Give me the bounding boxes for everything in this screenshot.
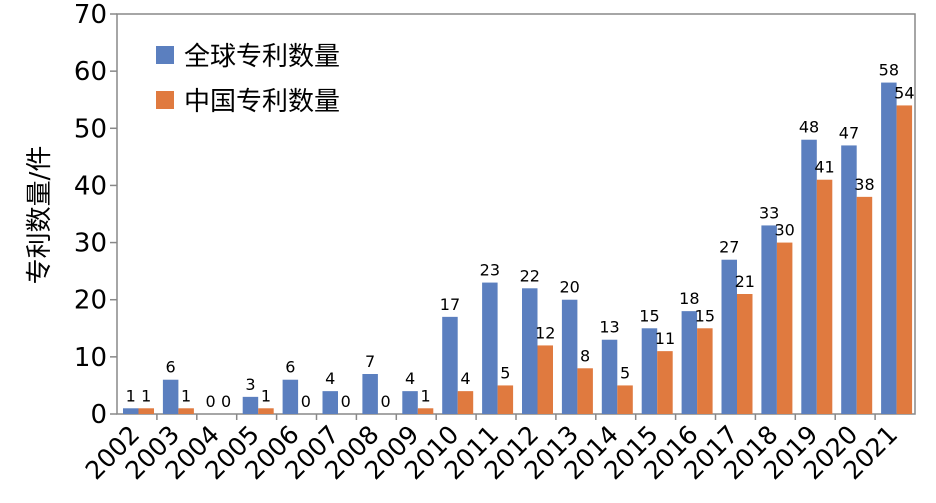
bar-global-2018 <box>761 225 777 414</box>
y-tick-label: 0 <box>90 400 107 430</box>
y-tick-label: 50 <box>74 114 107 144</box>
bar-global-2011 <box>482 282 498 414</box>
data-label: 6 <box>285 358 295 377</box>
bar-china-2016 <box>697 328 713 414</box>
bar-global-2010 <box>442 316 458 414</box>
data-label: 1 <box>181 386 191 405</box>
data-label: 30 <box>774 221 794 240</box>
data-label: 13 <box>599 318 619 337</box>
bar-global-2015 <box>641 328 658 414</box>
y-tick-label: 30 <box>74 229 107 259</box>
bar-china-2010 <box>457 391 474 414</box>
data-label: 58 <box>879 61 899 80</box>
data-label: 17 <box>440 295 460 314</box>
bar-china-2002 <box>138 408 154 414</box>
bar-china-2015 <box>657 351 673 414</box>
bar-global-2009 <box>402 391 418 414</box>
legend-label: 中国专利数量 <box>184 87 340 117</box>
data-label: 4 <box>405 369 415 388</box>
bar-global-2017 <box>721 259 737 414</box>
data-label: 6 <box>166 358 176 377</box>
bar-global-2019 <box>801 139 817 414</box>
data-label: 21 <box>735 272 755 291</box>
y-tick-label: 70 <box>74 0 107 30</box>
data-label: 54 <box>894 83 914 102</box>
data-label: 20 <box>559 278 579 297</box>
bar-global-2005 <box>242 396 259 414</box>
data-label: 48 <box>799 118 819 137</box>
bar-global-2014 <box>601 339 618 414</box>
bar-global-2021 <box>881 82 897 415</box>
bar-china-2014 <box>617 385 633 414</box>
y-tick-label: 60 <box>74 57 107 87</box>
bar-global-2006 <box>282 379 299 414</box>
data-label: 22 <box>520 266 540 285</box>
bar-global-2013 <box>561 299 578 414</box>
data-label: 5 <box>620 363 630 382</box>
y-tick-label: 10 <box>74 343 107 373</box>
data-label: 15 <box>695 306 715 325</box>
bar-china-2009 <box>417 408 434 414</box>
legend-swatch <box>156 46 174 64</box>
data-label: 18 <box>679 289 699 308</box>
data-label: 41 <box>814 158 834 177</box>
y-axis-label: 专利数量/件 <box>25 146 55 285</box>
data-label: 0 <box>381 392 391 411</box>
data-label: 1 <box>141 386 151 405</box>
data-label: 23 <box>480 261 500 280</box>
bar-china-2003 <box>178 408 194 414</box>
data-label: 1 <box>420 386 430 405</box>
bar-china-2013 <box>577 368 593 414</box>
legend-swatch <box>156 91 174 109</box>
data-label: 4 <box>325 369 335 388</box>
bar-china-2011 <box>497 385 514 414</box>
data-label: 38 <box>854 175 874 194</box>
data-label: 1 <box>126 386 136 405</box>
data-label: 5 <box>500 363 510 382</box>
data-label: 0 <box>221 392 231 411</box>
data-label: 4 <box>460 369 470 388</box>
bar-global-2007 <box>322 391 338 414</box>
plot-frame <box>116 13 916 415</box>
data-label: 27 <box>719 238 739 257</box>
bar-china-2005 <box>258 408 274 414</box>
bar-china-2018 <box>776 242 793 414</box>
legend-label: 全球专利数量 <box>184 42 340 72</box>
data-label: 0 <box>205 392 215 411</box>
bars <box>123 82 913 415</box>
y-tick-label: 20 <box>74 286 107 316</box>
bar-global-2020 <box>841 145 857 414</box>
data-label: 11 <box>655 329 675 348</box>
data-labels: 1 161 0 03160407041174235221220813515111815… <box>126 61 915 411</box>
data-label: 15 <box>639 306 659 325</box>
bar-china-2020 <box>856 196 873 414</box>
x-tick-labels: 2002200320042005200620072008200920102011… <box>80 420 904 485</box>
data-label: 7 <box>365 352 375 371</box>
bar-china-2021 <box>896 105 913 414</box>
bar-china-2017 <box>737 294 753 414</box>
bar-global-2012 <box>522 288 538 414</box>
data-label: 1 <box>261 386 271 405</box>
bar-global-2008 <box>362 374 378 414</box>
bar-global-2002 <box>123 408 139 414</box>
data-label: 33 <box>759 203 779 222</box>
y-tick-label: 40 <box>74 171 107 201</box>
bar-china-2019 <box>816 179 833 414</box>
data-label: 0 <box>301 392 311 411</box>
data-label: 8 <box>580 346 590 365</box>
data-label: 0 <box>341 392 351 411</box>
bar-global-2016 <box>681 311 698 414</box>
data-label: 3 <box>245 375 255 394</box>
axes <box>110 13 916 420</box>
data-label: 47 <box>839 123 859 142</box>
y-tick-labels: 0 10 20 30 40 50 60 70 <box>74 0 107 430</box>
bar-global-2003 <box>162 379 179 414</box>
bar-china-2012 <box>537 345 553 414</box>
data-label: 12 <box>535 323 555 342</box>
